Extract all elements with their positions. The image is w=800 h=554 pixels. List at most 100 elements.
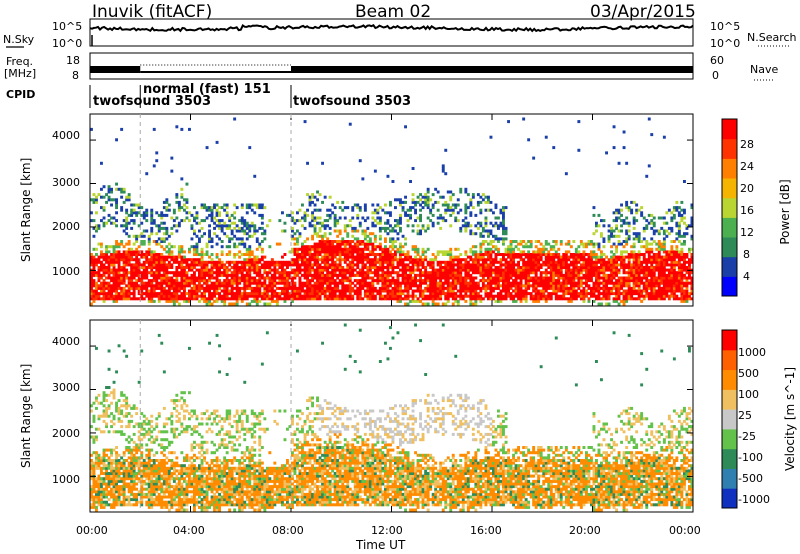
heatmap-cell	[243, 242, 247, 246]
heatmap-cell	[391, 242, 395, 246]
heatmap-cell	[378, 226, 382, 230]
heatmap-cell	[396, 221, 400, 225]
heatmap-cell	[142, 263, 146, 267]
heatmap-cell	[361, 276, 365, 280]
heatmap-cell	[167, 208, 171, 212]
heatmap-cell	[341, 279, 345, 283]
heatmap-cell	[421, 206, 425, 210]
heatmap-cell	[569, 260, 573, 264]
heatmap-cell	[429, 289, 433, 293]
heatmap-cell	[461, 284, 465, 288]
heatmap-cell	[97, 242, 101, 246]
heatmap-cell	[474, 292, 478, 296]
heatmap-cell	[165, 276, 169, 280]
heatmap-cell	[195, 263, 199, 267]
heatmap-cell	[318, 294, 322, 298]
heatmap-cell	[100, 292, 103, 296]
heatmap-cell	[572, 273, 576, 277]
heatmap-cell	[411, 245, 415, 249]
heatmap-cell	[273, 289, 277, 293]
heatmap-cell	[286, 266, 289, 269]
heatmap-cell	[127, 292, 131, 296]
heatmap-cell	[228, 292, 232, 296]
heatmap-cell	[248, 226, 252, 230]
heatmap-cell	[424, 297, 428, 301]
heatmap-cell	[386, 221, 390, 225]
heatmap-cell	[235, 271, 239, 275]
heatmap-cell	[333, 271, 337, 275]
heatmap-cell	[532, 297, 536, 301]
heatmap-cell	[451, 297, 455, 301]
heatmap-cell	[607, 240, 611, 243]
heatmap-cell	[436, 297, 440, 301]
heatmap-cell	[301, 242, 304, 246]
heatmap-cell	[409, 284, 412, 288]
heatmap-cell	[512, 266, 515, 269]
heatmap-cell	[313, 203, 317, 207]
heatmap-cell	[532, 299, 536, 303]
heatmap-cell	[494, 284, 498, 288]
heatmap-cell	[620, 263, 623, 267]
heatmap-cell	[454, 203, 458, 207]
heatmap-cell	[610, 271, 613, 275]
heatmap-cell	[534, 292, 538, 296]
heatmap-cell	[522, 245, 526, 249]
heatmap-cell	[474, 294, 478, 298]
heatmap-cell	[358, 294, 362, 298]
heatmap-cell	[135, 247, 139, 251]
heatmap-cell	[373, 219, 377, 223]
heatmap-cell	[459, 258, 463, 262]
heatmap-cell	[155, 258, 159, 262]
heatmap-cell	[333, 266, 337, 269]
heatmap-cell	[622, 255, 626, 259]
heatmap-cell	[587, 240, 591, 243]
heatmap-cell	[368, 240, 372, 243]
heatmap-cell	[303, 216, 307, 220]
heatmap-cell	[177, 281, 181, 285]
heatmap-cell	[481, 253, 485, 256]
heatmap-cell	[389, 281, 392, 285]
heatmap-cell	[260, 263, 264, 267]
heatmap-cell	[512, 273, 515, 277]
heatmap-cell	[117, 250, 121, 254]
heatmap-cell	[198, 263, 201, 267]
heatmap-cell	[539, 255, 543, 259]
heatmap-cell	[120, 187, 124, 191]
heatmap-cell	[240, 253, 244, 256]
heatmap-cell	[522, 266, 526, 269]
heatmap-cell	[130, 211, 134, 215]
heatmap-cell	[283, 289, 287, 293]
heatmap-cell	[497, 284, 500, 288]
heatmap-cell	[492, 260, 495, 264]
heatmap-cell	[115, 271, 118, 275]
heatmap-cell	[137, 292, 141, 296]
heatmap-cell	[617, 216, 621, 220]
heatmap-cell	[248, 281, 252, 285]
heatmap-cell	[132, 211, 136, 215]
heatmap-cell	[547, 258, 551, 262]
power-cbar-20: 20	[740, 182, 754, 195]
heatmap-cell	[642, 268, 646, 272]
heatmap-cell	[381, 263, 385, 267]
heatmap-cell	[557, 273, 561, 277]
heatmap-cell	[381, 250, 385, 254]
heatmap-cell	[396, 247, 400, 251]
heatmap-cell	[356, 258, 360, 262]
heatmap-cell	[487, 229, 490, 233]
heatmap-cell	[298, 234, 302, 238]
heatmap-cell	[416, 253, 420, 256]
heatmap-cell	[130, 255, 134, 259]
heatmap-cell	[301, 255, 304, 259]
heatmap-cell	[635, 273, 639, 277]
heatmap-cell	[250, 234, 254, 238]
heatmap-cell	[361, 268, 365, 272]
heatmap-cell	[368, 286, 372, 290]
heatmap-cell	[210, 260, 214, 264]
heatmap-cell	[597, 258, 601, 262]
heatmap-cell	[321, 161, 324, 165]
heatmap-cell	[210, 211, 214, 215]
heatmap-cell	[444, 211, 448, 215]
heatmap-cell	[90, 263, 93, 267]
heatmap-cell	[361, 286, 365, 290]
heatmap-cell	[469, 299, 473, 303]
